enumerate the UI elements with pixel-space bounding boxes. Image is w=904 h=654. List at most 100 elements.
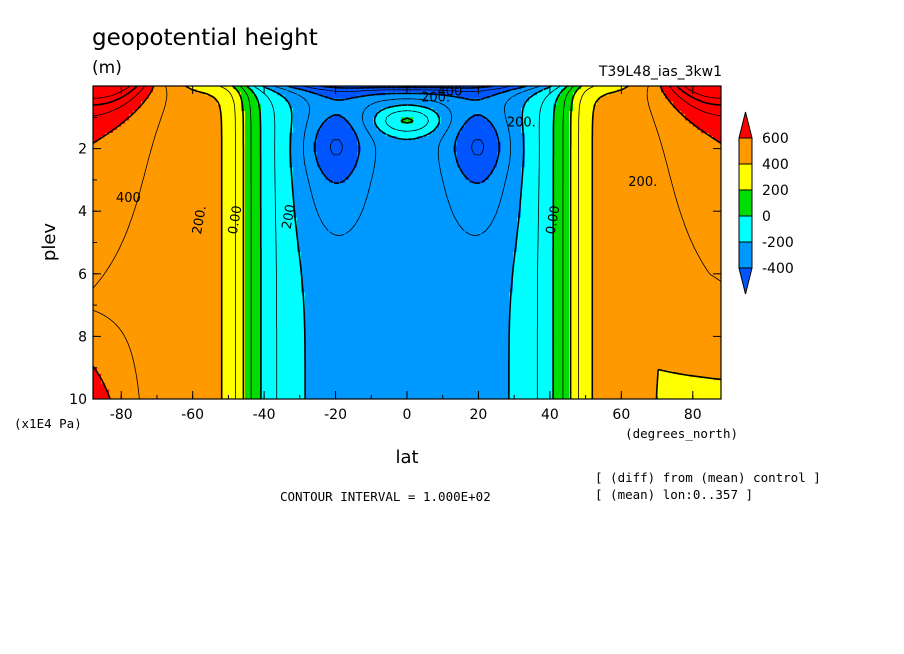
field-cell: [553, 370, 570, 375]
field-cell: [521, 179, 554, 184]
field-cell: [461, 126, 494, 131]
field-cell: [553, 157, 570, 162]
field-cell: [457, 151, 498, 156]
field-cell: [593, 267, 721, 272]
field-cell: [221, 333, 246, 337]
field-cell: [261, 392, 306, 397]
field-cell: [441, 117, 470, 122]
field-cell: [93, 236, 222, 240]
field-cell: [569, 167, 594, 172]
field-cell: [569, 164, 594, 168]
field-cell: [101, 377, 222, 381]
field-cell: [569, 267, 594, 272]
field-cell: [221, 229, 246, 234]
field-cell: [289, 142, 314, 147]
field-cell: [593, 283, 721, 287]
field-cell: [93, 273, 222, 278]
field-cell: [553, 242, 570, 247]
field-cell: [93, 370, 98, 375]
field-cell: [521, 123, 554, 128]
field-cell: [293, 117, 330, 122]
field-cell: [245, 305, 262, 309]
field-cell: [593, 345, 721, 350]
field-cell: [509, 308, 554, 312]
field-cell: [525, 101, 558, 106]
field-cell: [593, 355, 721, 359]
field-cell: [261, 148, 290, 153]
field-cell: [689, 373, 721, 378]
field-cell: [289, 145, 314, 150]
field-cell: [553, 164, 570, 168]
field-cell: [261, 195, 294, 200]
field-cell: [517, 223, 554, 228]
field-cell: [553, 345, 570, 350]
contour-line: [231, 86, 583, 399]
field-cell: [569, 323, 594, 328]
field-cell: [553, 186, 570, 190]
field-cell: [93, 255, 222, 259]
field-cell: [553, 295, 570, 300]
field-cell: [93, 245, 222, 250]
contour-label: 400: [116, 191, 141, 206]
field-cell: [569, 270, 594, 275]
field-cell: [93, 292, 222, 297]
field-cell: [221, 223, 246, 228]
mean-note: [ (mean) lon:0..357 ]: [595, 487, 753, 502]
field-cell: [593, 370, 658, 375]
field-cell: [261, 107, 294, 112]
contour-line: [93, 86, 721, 399]
field-cell: [293, 211, 522, 215]
field-cell: [245, 314, 262, 319]
field-cell: [593, 320, 721, 325]
field-cell: [553, 208, 570, 212]
field-cell: [569, 251, 594, 256]
field-cell: [553, 395, 570, 399]
field-cell: [661, 86, 721, 90]
field-cell: [593, 301, 721, 306]
field-cell: [93, 270, 222, 275]
field-cell: [569, 373, 594, 378]
field-cell: [553, 204, 570, 209]
field-cell: [93, 339, 222, 344]
field-cell: [221, 305, 246, 309]
field-cell: [497, 132, 526, 137]
field-cell: [261, 289, 302, 294]
field-cell: [553, 358, 570, 363]
field-cell: [221, 330, 246, 334]
field-cell: [553, 123, 570, 128]
field-cell: [553, 255, 570, 259]
contour-label: 200.: [421, 91, 450, 106]
field-cell: [713, 136, 721, 140]
field-cell: [261, 255, 302, 259]
field-cell: [569, 255, 594, 259]
chart-units: (m): [92, 58, 122, 78]
field-cell: [221, 214, 246, 219]
field-cell: [569, 114, 594, 118]
field-cell: [221, 176, 246, 181]
field-cell: [569, 192, 594, 197]
field-cell: [593, 298, 721, 303]
field-cell: [569, 132, 594, 137]
field-cell: [429, 132, 458, 137]
field-cell: [593, 342, 721, 347]
x-axis-label: lat: [395, 447, 418, 468]
field-cell: [553, 339, 570, 344]
field-cell: [261, 314, 306, 319]
field-cell: [293, 214, 522, 219]
field-cell: [245, 267, 262, 272]
field-cell: [261, 220, 298, 225]
field-cell: [245, 255, 262, 259]
field-cell: [221, 208, 246, 212]
field-cell: [153, 86, 190, 90]
field-cell: [353, 129, 382, 134]
field-cell: [221, 339, 246, 344]
field-cell: [93, 373, 102, 378]
field-cell: [357, 132, 386, 137]
x-tick-label: -40: [253, 407, 276, 423]
field-cell: [569, 386, 594, 391]
field-cell: [93, 132, 106, 137]
field-cell: [461, 129, 498, 134]
field-cell: [553, 189, 570, 194]
field-cell: [261, 126, 294, 131]
field-cell: [305, 317, 510, 322]
